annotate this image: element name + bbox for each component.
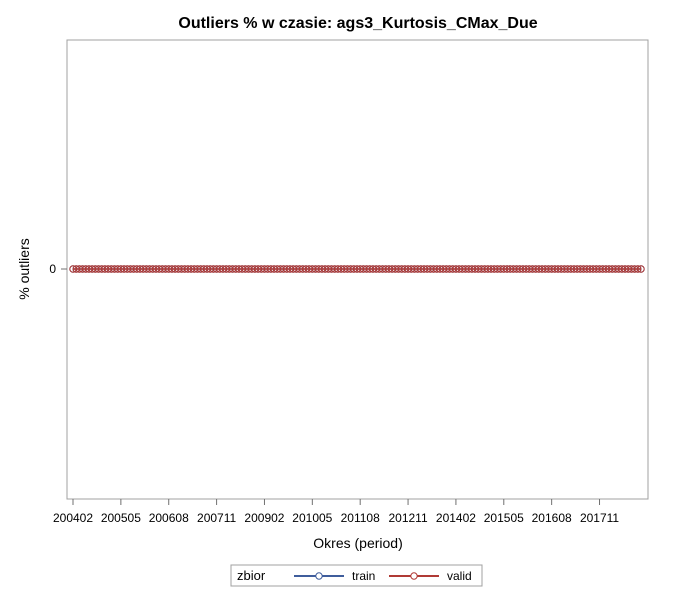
y-tick-label: 0 bbox=[49, 262, 56, 276]
x-tick-label: 200402 bbox=[53, 511, 93, 525]
x-axis: 200402 200505 200608 200711 200902 201005 2011… bbox=[53, 498, 648, 525]
legend-label: valid bbox=[447, 569, 472, 583]
x-tick-label: 201711 bbox=[580, 511, 619, 525]
y-axis: 0 bbox=[49, 262, 67, 276]
x-tick-label: 201005 bbox=[292, 511, 332, 525]
legend-title: zbior bbox=[237, 568, 266, 583]
x-tick-label: 201505 bbox=[484, 511, 524, 525]
x-tick-label: 201211 bbox=[388, 511, 427, 525]
y-axis-label: % outliers bbox=[16, 238, 32, 299]
legend-label: train bbox=[352, 569, 375, 583]
legend-entries: train valid bbox=[294, 569, 472, 583]
x-tick-label: 200902 bbox=[244, 511, 284, 525]
data-point-valid bbox=[637, 265, 645, 273]
data-point-valid bbox=[634, 265, 642, 273]
x-tick-label: 200608 bbox=[149, 511, 189, 525]
series-valid bbox=[69, 265, 645, 273]
x-tick-label: 201608 bbox=[532, 511, 572, 525]
x-tick-label: 200711 bbox=[197, 511, 236, 525]
legend-entry-train: train bbox=[294, 569, 375, 583]
legend-swatch-marker bbox=[410, 572, 418, 580]
x-tick-label: 200505 bbox=[101, 511, 141, 525]
x-tick-label: 201108 bbox=[341, 511, 380, 525]
legend-entry-valid: valid bbox=[389, 569, 472, 583]
x-tick-label: 201402 bbox=[436, 511, 476, 525]
x-axis-label: Okres (period) bbox=[313, 535, 402, 551]
chart-title: Outliers % w czasie: ags3_Kurtosis_CMax_… bbox=[178, 15, 537, 32]
series-layer bbox=[69, 265, 645, 273]
legend: zbior train valid bbox=[230, 564, 483, 587]
legend-frame bbox=[230, 564, 483, 587]
legend-swatch-marker bbox=[315, 572, 323, 580]
